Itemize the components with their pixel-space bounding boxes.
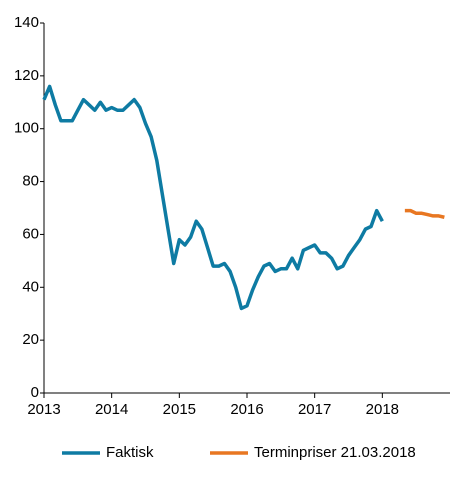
y-tick-label: 140 <box>14 14 39 31</box>
x-tick-label: 2018 <box>366 401 399 418</box>
line <box>404 208 445 219</box>
x-tick-label: 2014 <box>95 401 128 418</box>
y-tick-label: 20 <box>22 331 39 348</box>
y-tick-label: 120 <box>14 67 39 84</box>
y-tick-label: 0 <box>31 384 39 401</box>
y-tick-label: 40 <box>22 278 39 295</box>
x-tick-label: 2016 <box>230 401 263 418</box>
x-tick-label: 2017 <box>298 401 331 418</box>
legend-label: Faktisk <box>106 444 154 461</box>
y-tick-label: 80 <box>22 173 39 190</box>
line <box>42 84 384 311</box>
legend-label: Terminpriser 21.03.2018 <box>254 444 416 461</box>
x-tick-label: 2013 <box>27 401 60 418</box>
y-tick-label: 100 <box>14 120 39 137</box>
x-tick-label: 2015 <box>163 401 196 418</box>
y-tick-label: 60 <box>22 225 39 242</box>
